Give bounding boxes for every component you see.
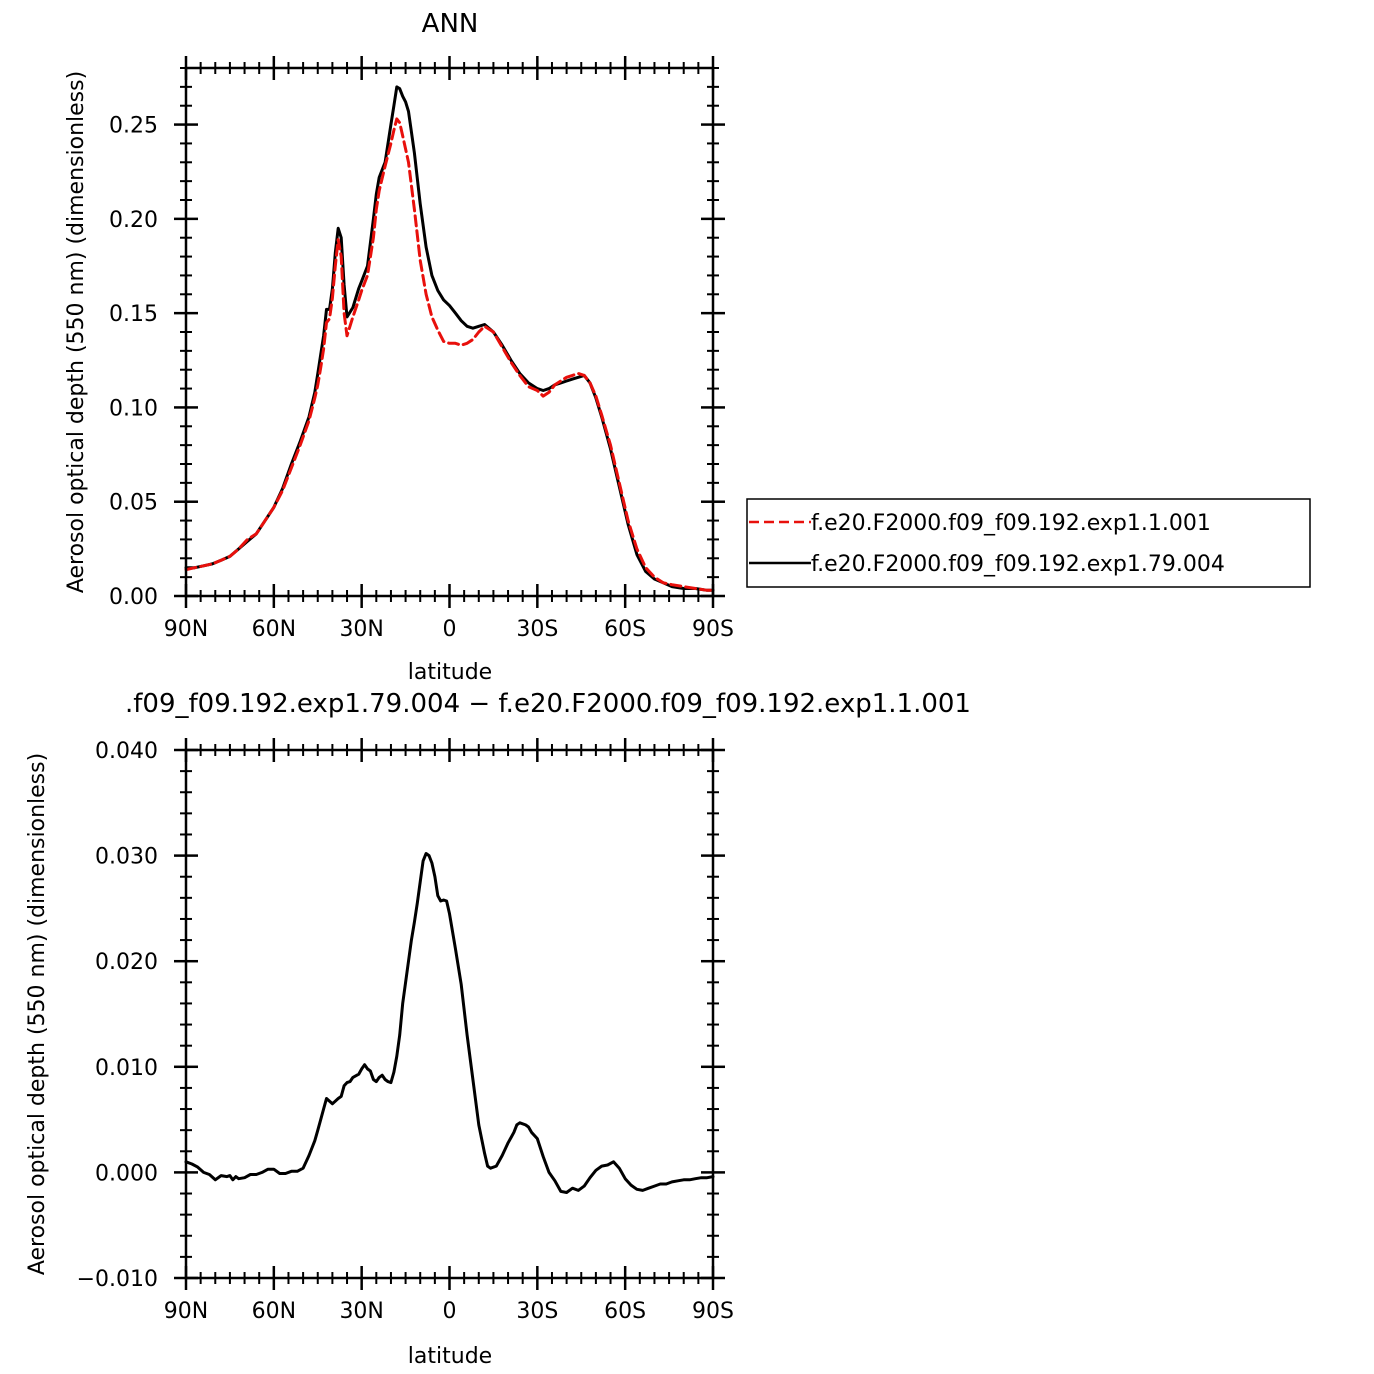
x-tick-label: 0 <box>443 617 457 642</box>
plot-frame <box>184 748 715 1280</box>
x-tick-label: 60S <box>604 1299 646 1324</box>
x-tick-label: 90N <box>164 1299 208 1324</box>
y-tick-label: 0.20 <box>109 208 158 233</box>
series-lines <box>184 85 715 592</box>
axes-ticks <box>174 738 725 1290</box>
x-tick-label: 90S <box>692 1299 734 1324</box>
y-tick-label: 0.030 <box>95 845 158 870</box>
y-tick-label: 0.00 <box>109 585 158 610</box>
x-tick-label: 60S <box>604 617 646 642</box>
y-axis-label: Aerosol optical depth (550 nm) (dimensio… <box>64 71 89 593</box>
x-tick-label: 0 <box>443 1299 457 1324</box>
series-line-1 <box>184 117 715 592</box>
x-tick-label: 60N <box>252 617 296 642</box>
chart-title: ANN <box>422 9 479 39</box>
plot-frame <box>184 66 715 598</box>
x-tick-label: 60N <box>252 1299 296 1324</box>
y-tick-label: 0.25 <box>109 114 158 139</box>
series-line-2 <box>184 85 715 592</box>
y-axis-label: Aerosol optical depth (550 nm) (dimensio… <box>25 753 50 1275</box>
x-tick-label: 90S <box>692 617 734 642</box>
x-axis-label: latitude <box>408 1344 492 1369</box>
panel-bottom: .f09_f09.192.exp1.79.004 − f.e20.F2000.f… <box>25 689 971 1369</box>
panel-top: ANN latitude Aerosol optical depth (550 … <box>64 9 1311 685</box>
x-axis-label: latitude <box>408 660 492 685</box>
y-tick-label: 0.05 <box>109 491 158 516</box>
tick-labels: 90N 60N 30N 0 30S 60S 90S −0.010 0.000 0.010 0.020… <box>77 739 734 1324</box>
x-tick-label: 30S <box>516 617 558 642</box>
tick-labels: 90N 60N 30N 0 30S 60S 90S 0.00 0.05 0.10 0.15 0.20 0… <box>109 114 734 642</box>
x-tick-label: 30N <box>339 1299 383 1324</box>
series-lines <box>184 852 715 1194</box>
y-tick-label: 0.010 <box>95 1056 158 1081</box>
y-tick-label: 0.10 <box>109 396 158 421</box>
legend-box <box>746 498 1311 588</box>
y-tick-label: −0.010 <box>77 1267 158 1292</box>
legend: f.e20.F2000.f09_f09.192.exp1.1.001 f.e20… <box>746 498 1311 588</box>
legend-label-series-1: f.e20.F2000.f09_f09.192.exp1.1.001 <box>811 511 1211 536</box>
x-tick-label: 30S <box>516 1299 558 1324</box>
x-tick-label: 90N <box>164 617 208 642</box>
y-tick-label: 0.040 <box>95 739 158 764</box>
y-tick-label: 0.020 <box>95 950 158 975</box>
x-tick-label: 30N <box>339 617 383 642</box>
series-line-1 <box>184 852 715 1194</box>
difference-chart-title: .f09_f09.192.exp1.79.004 − f.e20.F2000.f… <box>125 689 971 719</box>
y-tick-label: 0.15 <box>109 302 158 327</box>
axes-ticks <box>174 56 725 608</box>
legend-label-series-2: f.e20.F2000.f09_f09.192.exp1.79.004 <box>811 552 1225 577</box>
y-tick-label: 0.000 <box>95 1161 158 1186</box>
